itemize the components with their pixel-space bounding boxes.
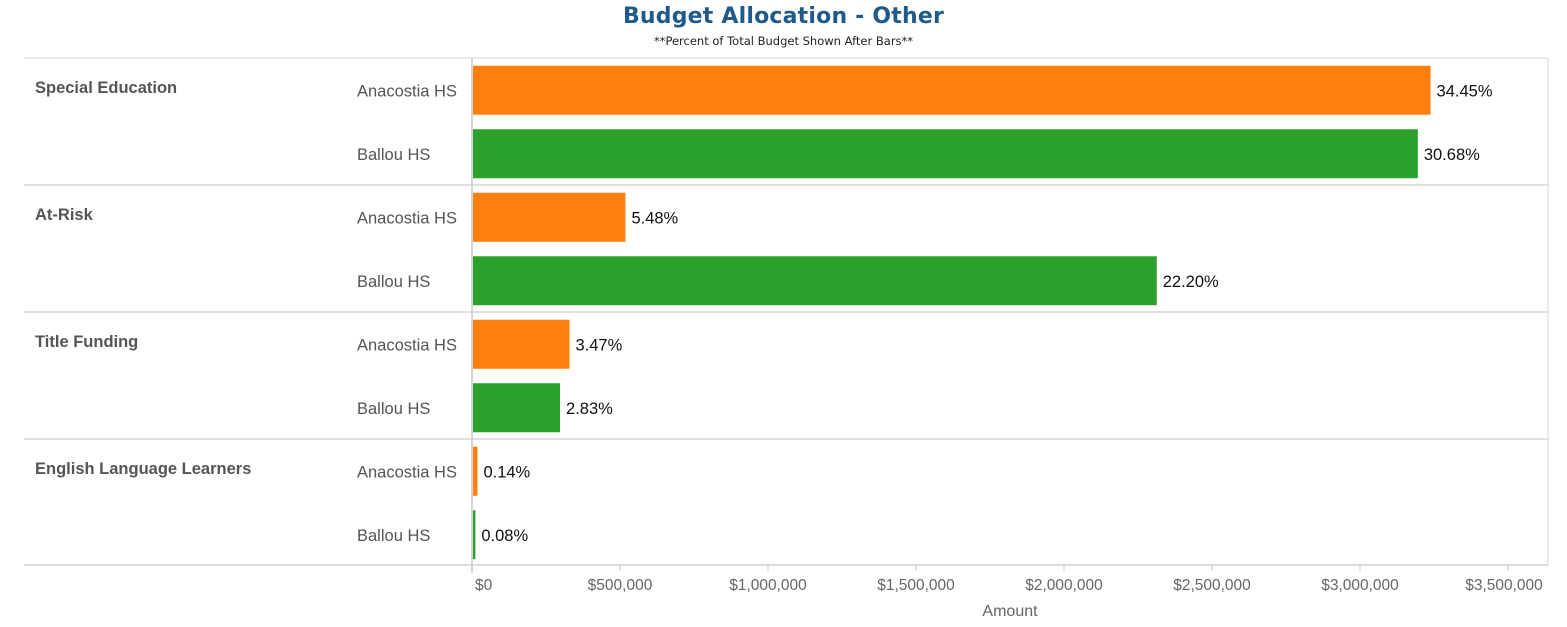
school-label: Anacostia HS: [357, 209, 457, 227]
bar: [473, 129, 1418, 179]
chart-bars: [473, 65, 1431, 560]
chart-dividers: [24, 57, 1549, 565]
x-tick-label: $3,500,000: [1465, 577, 1543, 594]
data-label: 5.48%: [631, 209, 678, 227]
group-label: Title Funding: [35, 333, 138, 351]
school-label: Ballou HS: [357, 527, 430, 545]
data-label: 30.68%: [1424, 146, 1480, 164]
data-label: 22.20%: [1163, 273, 1219, 291]
x-tick-label: $500,000: [588, 577, 653, 594]
bar: [473, 446, 478, 496]
group-label: English Language Learners: [35, 460, 251, 478]
data-label: 3.47%: [575, 336, 622, 354]
x-tick-label: $2,500,000: [1173, 577, 1251, 594]
x-tick-label: $1,000,000: [729, 577, 807, 594]
chart-title: Budget Allocation - Other: [622, 4, 945, 29]
school-label: Ballou HS: [357, 400, 430, 418]
x-tick-label: $2,000,000: [1025, 577, 1103, 594]
chart-labels: Special Education Anacostia HS 34.45% Ballo…: [35, 79, 1493, 545]
group-label: Special Education: [35, 79, 177, 97]
data-label: 0.14%: [483, 463, 530, 481]
bar: [473, 65, 1431, 115]
data-label: 2.83%: [566, 400, 613, 418]
group-label: At-Risk: [35, 206, 94, 224]
school-label: Ballou HS: [357, 273, 430, 291]
bar: [473, 383, 561, 433]
school-label: Anacostia HS: [357, 463, 457, 481]
data-label: 0.08%: [481, 527, 528, 545]
school-label: Anacostia HS: [357, 82, 457, 100]
chart-subtitle: **Percent of Total Budget Shown After Ba…: [653, 34, 914, 48]
school-label: Ballou HS: [357, 146, 430, 164]
bar: [473, 192, 626, 242]
bar: [473, 510, 476, 560]
x-tick-label: $0: [475, 577, 493, 594]
bar: [473, 256, 1157, 306]
data-label: 34.45%: [1437, 82, 1493, 100]
x-axis: $0 $500,000 $1,000,000 $1,500,000 $2,000,000…: [24, 58, 1548, 620]
x-axis-title: Amount: [982, 603, 1038, 620]
x-tick-label: $3,000,000: [1321, 577, 1399, 594]
x-tick-label: $1,500,000: [877, 577, 955, 594]
school-label: Anacostia HS: [357, 336, 457, 354]
bar: [473, 319, 570, 369]
